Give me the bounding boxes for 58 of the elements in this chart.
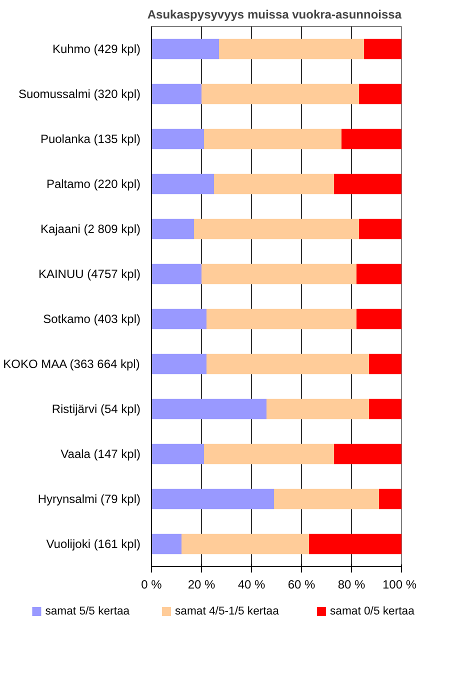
- bar: [369, 398, 402, 420]
- y-tick-label: Ristijärvi (54 kpl): [52, 402, 141, 416]
- bar: [334, 444, 402, 464]
- y-tick-label: Vuolijoki (161 kpl): [46, 537, 141, 551]
- bar: [152, 398, 266, 420]
- bar: [152, 308, 206, 330]
- bar: [309, 534, 402, 554]
- x-tick-label: 0 %: [141, 578, 162, 592]
- bar: [152, 174, 214, 194]
- chart-title: Asukaspysyvyys muissa vuokra-asunnoissa: [147, 8, 402, 22]
- bar: [152, 354, 206, 374]
- bar: [364, 38, 402, 60]
- bar: [202, 84, 359, 104]
- x-tick-label: 60 %: [288, 578, 316, 592]
- x-tick-label: 80 %: [338, 578, 366, 592]
- bar: [152, 84, 202, 104]
- bar: [152, 128, 204, 150]
- bar: [206, 354, 369, 374]
- bar: [152, 444, 204, 464]
- bar: [152, 488, 274, 510]
- bar: [152, 218, 194, 240]
- bar: [152, 38, 219, 60]
- bar: [194, 218, 359, 240]
- y-tick-label: Vaala (147 kpl): [60, 447, 141, 461]
- bar: [369, 354, 402, 374]
- y-tick-label: KOKO MAA (363 664 kpl): [3, 357, 140, 371]
- x-tick-label: 20 %: [188, 578, 216, 592]
- bar: [204, 128, 342, 150]
- legend-label: samat 5/5 kertaa: [45, 606, 130, 618]
- bar: [274, 488, 379, 510]
- bar: [219, 38, 364, 60]
- bar: [359, 218, 402, 240]
- x-tick-label: 100 %: [382, 578, 417, 592]
- x-tick-label: 40 %: [238, 578, 266, 592]
- y-tick-label: Sotkamo (403 kpl): [43, 312, 141, 326]
- y-tick-label: Puolanka (135 kpl): [40, 132, 141, 146]
- y-tick-label: Hyrynsalmi (79 kpl): [38, 492, 141, 506]
- bar: [204, 444, 334, 464]
- y-tick-label: Paltamo (220 kpl): [46, 177, 141, 191]
- y-tick-label: Kuhmo (429 kpl): [52, 42, 141, 56]
- bar: [206, 308, 356, 330]
- y-tick-label: Suomussalmi (320 kpl): [18, 87, 141, 101]
- bar: [342, 128, 402, 150]
- bar: [356, 308, 402, 330]
- bar: [379, 488, 402, 510]
- bar: [214, 174, 334, 194]
- y-tick-label: KAINUU (4757 kpl): [38, 267, 141, 281]
- bar: [152, 264, 202, 284]
- legend-label: samat 0/5 kertaa: [330, 606, 416, 618]
- bar: [334, 174, 402, 194]
- bar: [359, 84, 402, 104]
- bar: [356, 264, 402, 284]
- y-tick-label: Kajaani (2 809 kpl): [40, 222, 141, 236]
- legend-label: samat 4/5-1/5 kertaa: [175, 606, 280, 618]
- bar: [266, 398, 369, 420]
- bar: [152, 534, 182, 554]
- bar: [202, 264, 356, 284]
- bar: [182, 534, 309, 554]
